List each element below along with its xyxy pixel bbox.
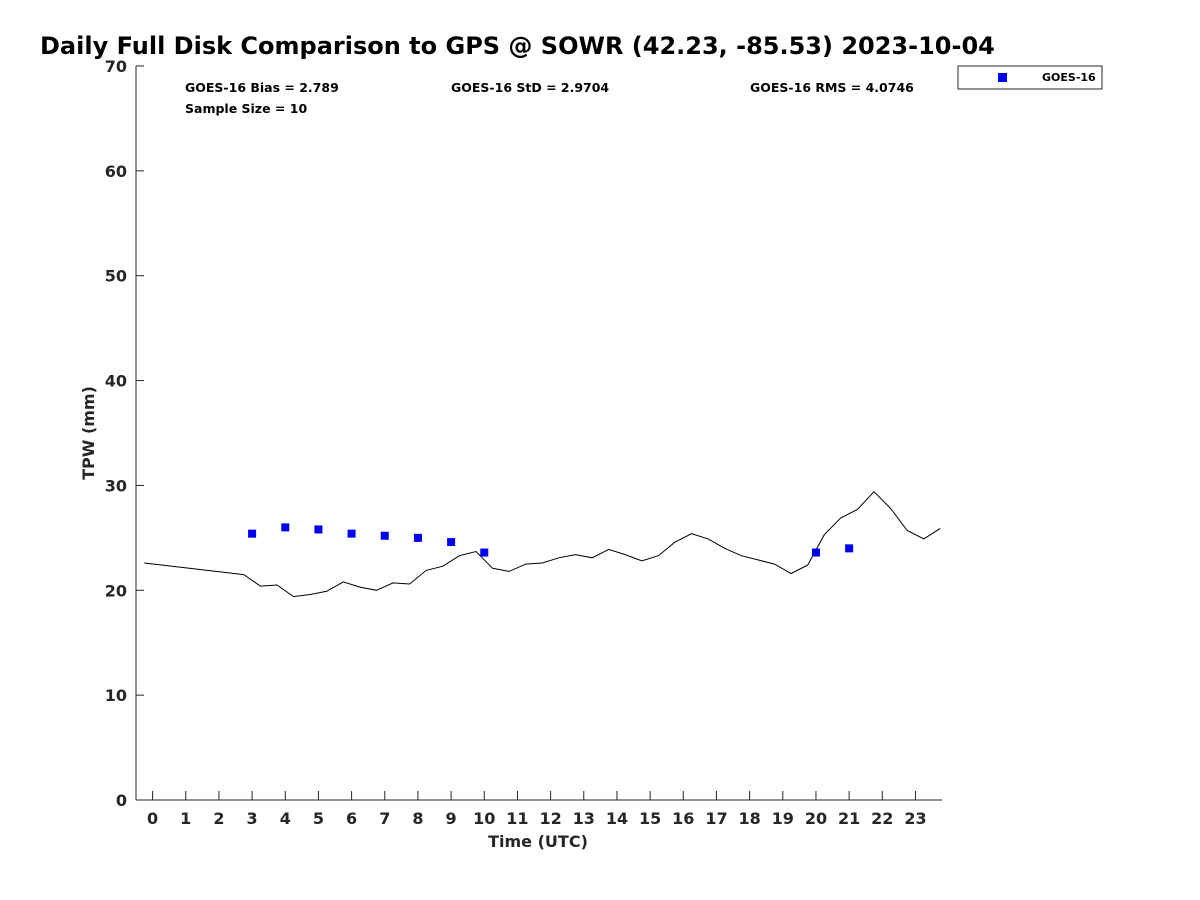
y-tick-label: 60 bbox=[105, 162, 127, 181]
goes16-point bbox=[347, 529, 356, 538]
x-tick-label: 3 bbox=[247, 809, 258, 828]
x-tick-label: 21 bbox=[838, 809, 860, 828]
x-tick-label: 10 bbox=[473, 809, 495, 828]
x-tick-label: 7 bbox=[379, 809, 390, 828]
x-tick-label: 23 bbox=[904, 809, 926, 828]
chart-title: Daily Full Disk Comparison to GPS @ SOWR… bbox=[40, 32, 995, 60]
x-tick-label: 2 bbox=[213, 809, 224, 828]
x-tick-label: 12 bbox=[539, 809, 561, 828]
x-tick-label: 20 bbox=[805, 809, 827, 828]
legend-box bbox=[957, 65, 1103, 90]
legend: GOES-16 bbox=[957, 65, 1103, 90]
goes16-point bbox=[447, 538, 456, 547]
goes16-point bbox=[314, 525, 323, 534]
x-tick-label: 8 bbox=[412, 809, 423, 828]
x-tick-label: 11 bbox=[506, 809, 528, 828]
y-tick-label: 70 bbox=[105, 57, 127, 76]
y-tick-label: 20 bbox=[105, 581, 127, 600]
gps-tpw-line bbox=[144, 490, 941, 598]
stat-std: GOES-16 StD = 2.9704 bbox=[451, 80, 609, 95]
x-tick-label: 17 bbox=[705, 809, 727, 828]
y-ticks: 0 10 20 30 40 50 60 70 bbox=[105, 57, 144, 810]
x-tick-label: 6 bbox=[346, 809, 357, 828]
y-tick-label: 30 bbox=[105, 476, 127, 495]
x-tick-label: 18 bbox=[738, 809, 760, 828]
x-tick-label: 14 bbox=[606, 809, 628, 828]
legend-label-goes16: GOES-16 bbox=[1042, 71, 1096, 84]
y-tick-label: 40 bbox=[105, 372, 127, 391]
goes16-point bbox=[248, 529, 257, 538]
series-line-gps bbox=[144, 490, 941, 598]
legend-marker-goes16 bbox=[998, 73, 1007, 82]
x-tick-label: 13 bbox=[573, 809, 595, 828]
x-tick-label: 15 bbox=[639, 809, 661, 828]
y-tick-label: 50 bbox=[105, 267, 127, 286]
goes16-point bbox=[480, 548, 489, 557]
x-tick-label: 19 bbox=[772, 809, 794, 828]
goes16-point bbox=[845, 544, 854, 553]
x-tick-label: 1 bbox=[180, 809, 191, 828]
x-tick-label: 16 bbox=[672, 809, 694, 828]
goes16-point bbox=[281, 523, 290, 532]
x-tick-label: 22 bbox=[871, 809, 893, 828]
x-axis-label: Time (UTC) bbox=[488, 832, 588, 851]
goes16-point bbox=[811, 548, 820, 557]
y-tick-label: 10 bbox=[105, 686, 127, 705]
x-tick-label: 0 bbox=[147, 809, 158, 828]
series-markers-goes16 bbox=[248, 523, 854, 557]
stat-rms: GOES-16 RMS = 4.0746 bbox=[750, 80, 914, 95]
x-tick-label: 9 bbox=[446, 809, 457, 828]
x-tick-label: 5 bbox=[313, 809, 324, 828]
goes16-point bbox=[380, 531, 389, 540]
goes16-point bbox=[413, 533, 422, 542]
stat-bias: GOES-16 Bias = 2.789 bbox=[185, 80, 339, 95]
y-axis-label: TPW (mm) bbox=[79, 386, 98, 480]
y-tick-label: 0 bbox=[116, 791, 127, 810]
x-ticks: 0 1 2 3 4 5 6 7 8 9 10 11 12 13 14 15 16 17 18 19 20 21 22 23 bbox=[147, 791, 927, 828]
stat-sample-size: Sample Size = 10 bbox=[185, 101, 307, 116]
x-tick-label: 4 bbox=[280, 809, 291, 828]
